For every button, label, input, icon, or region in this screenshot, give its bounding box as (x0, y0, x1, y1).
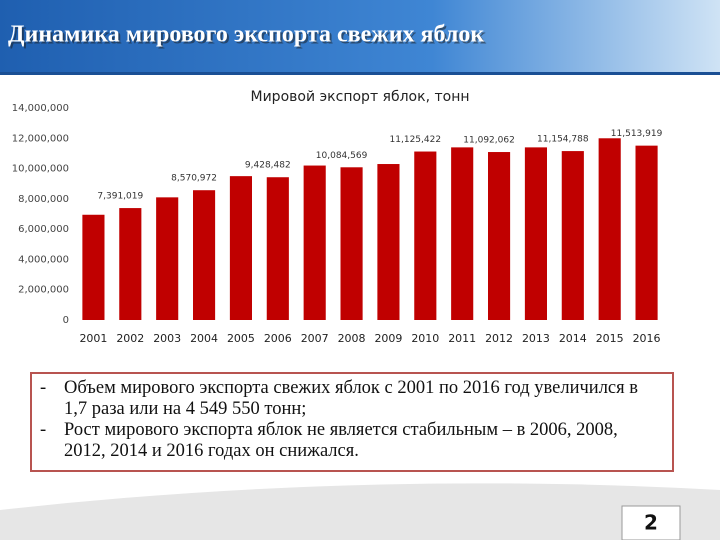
bar (635, 145, 658, 320)
x-tick-label: 2004 (190, 332, 218, 345)
y-tick-label: 0 (63, 315, 69, 326)
bullet: - Рост мирового экспорта яблок не являетс… (40, 420, 664, 462)
x-tick-label: 2008 (338, 332, 366, 345)
y-tick-label: 14,000,000 (12, 103, 69, 114)
page-number: 2 (644, 511, 658, 535)
x-tick-label: 2003 (153, 332, 181, 345)
x-tick-label: 2012 (485, 332, 513, 345)
bullet-text: Рост мирового экспорта яблок не является… (64, 420, 618, 461)
y-tick-label: 12,000,000 (12, 133, 69, 144)
bar (414, 151, 437, 320)
y-tick-label: 2,000,000 (18, 285, 69, 296)
x-tick-label: 2007 (301, 332, 329, 345)
y-tick-label: 4,000,000 (18, 254, 69, 265)
bar (82, 214, 105, 320)
bullet-text: Объем мирового экспорта свежих яблок с 2… (64, 378, 639, 419)
value-label: 11,125,422 (390, 135, 442, 145)
header-band (0, 0, 720, 72)
y-tick-label: 10,000,000 (12, 164, 69, 175)
slide-title: Динамика мирового экспорта свежих яблок (8, 22, 484, 48)
page-number-box (621, 505, 681, 540)
bar (266, 177, 289, 320)
x-tick-label: 2013 (522, 332, 550, 345)
x-tick-label: 2014 (559, 332, 587, 345)
value-label: 11,092,062 (463, 136, 515, 146)
y-tick-label: 6,000,000 (18, 224, 69, 235)
bar (377, 164, 400, 320)
bar (229, 176, 252, 320)
x-tick-label: 2009 (374, 332, 402, 345)
x-tick-label: 2001 (79, 332, 107, 345)
x-tick-label: 2015 (596, 332, 624, 345)
value-label: 8,570,972 (171, 174, 217, 184)
value-label: 10,084,569 (316, 151, 368, 161)
value-label: 9,428,482 (245, 161, 291, 171)
bar (598, 138, 621, 320)
bar (193, 190, 216, 320)
bar (156, 197, 179, 320)
chart-title: Мировой экспорт яблок, тонн (251, 89, 470, 105)
header-rule (0, 72, 720, 75)
bar (451, 147, 474, 320)
bar (119, 208, 142, 320)
value-label: 11,154,788 (537, 135, 589, 145)
x-tick-label: 2016 (633, 332, 661, 345)
x-tick-label: 2005 (227, 332, 255, 345)
text-box: - Объем мирового экспорта свежих яблок с … (30, 372, 674, 472)
footer-wave (0, 483, 720, 540)
bar (561, 151, 584, 320)
bar (303, 165, 326, 320)
x-tick-label: 2002 (116, 332, 144, 345)
value-label: 11,513,919 (611, 129, 663, 139)
bar (524, 147, 547, 320)
bar (488, 152, 511, 320)
value-label: 7,391,019 (97, 192, 143, 202)
x-tick-label: 2011 (448, 332, 476, 345)
bar (340, 167, 363, 320)
y-tick-label: 8,000,000 (18, 194, 69, 205)
bullet: - Объем мирового экспорта свежих яблок с … (40, 378, 664, 420)
x-tick-label: 2010 (411, 332, 439, 345)
title-shadow: Динамика мирового экспорта свежих яблок (10, 24, 486, 50)
x-tick-label: 2006 (264, 332, 292, 345)
